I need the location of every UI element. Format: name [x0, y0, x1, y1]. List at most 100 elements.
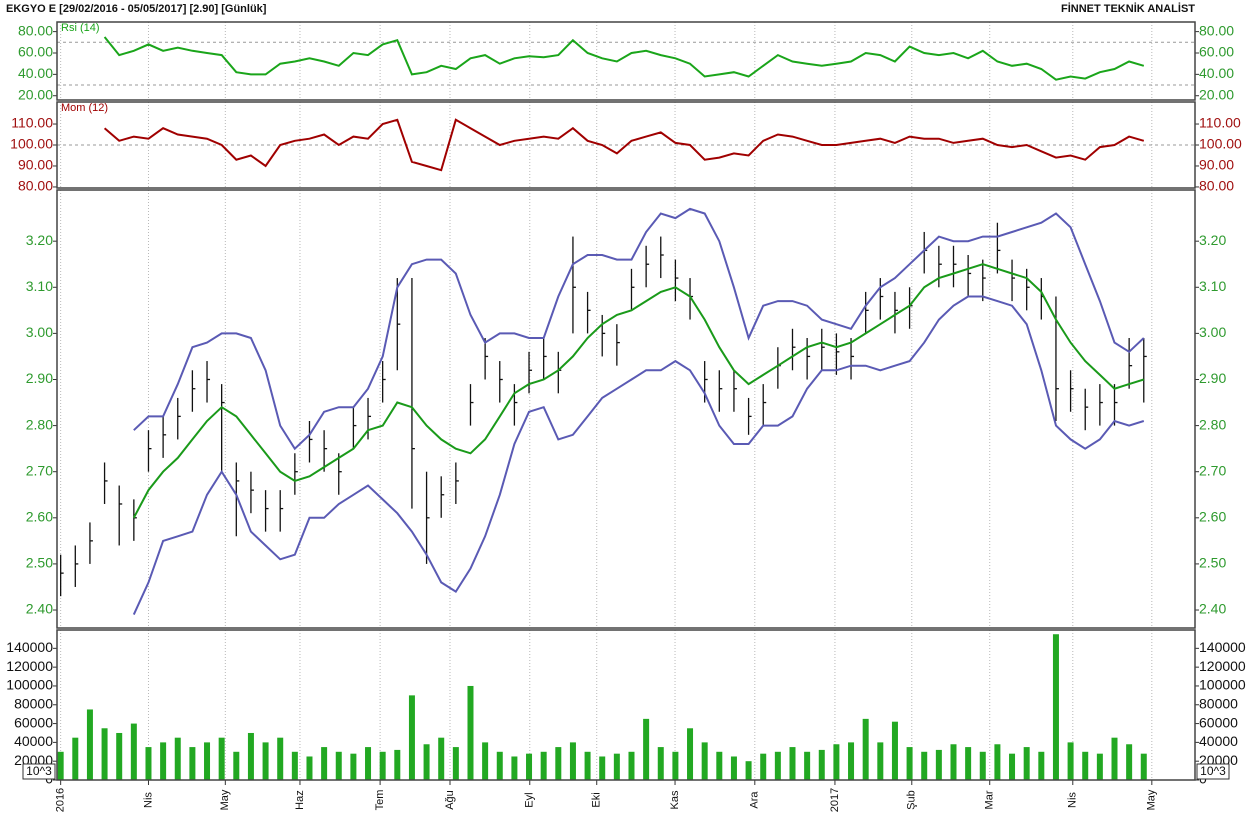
volume-bar — [101, 728, 108, 780]
y-tick-label: 2.90 — [1199, 370, 1226, 386]
y-tick-label: 2.90 — [26, 370, 53, 386]
panel-frame — [56, 101, 1196, 189]
y-tick-label: 60000 — [14, 714, 53, 730]
y-tick-label: 80000 — [14, 695, 53, 711]
volume-bar — [643, 718, 650, 780]
y-tick-label: 60.00 — [1199, 44, 1234, 60]
volume-bar — [1052, 634, 1059, 780]
x-tick-label: 2016 — [55, 788, 67, 812]
volume-bar — [218, 737, 225, 780]
x-tick-label: Eki — [591, 792, 603, 807]
unit-label: 10^3 — [1200, 764, 1226, 778]
volume-bar — [1111, 737, 1118, 780]
volume-bar — [906, 747, 913, 780]
volume-bar — [1096, 753, 1103, 780]
y-tick-label: 2.70 — [26, 462, 53, 478]
y-tick-label: 110.00 — [1199, 115, 1241, 131]
indicator-line — [103, 118, 1145, 172]
x-tick-label: Kas — [669, 790, 681, 809]
volume-bar — [262, 742, 269, 780]
volume-bar — [247, 732, 254, 780]
volume-bar — [584, 751, 591, 780]
y-tick-label: 3.00 — [26, 324, 53, 340]
chart-title: EKGYO E [29/02/2016 - 05/05/2017] [2.90]… — [6, 3, 267, 15]
x-tick-label: Ağu — [444, 790, 456, 810]
volume-bar — [848, 742, 855, 780]
y-tick-label: 110.00 — [11, 115, 53, 131]
x-tick-label: Nis — [142, 792, 154, 808]
volume-bar — [789, 747, 796, 780]
x-tick-label: Eyl — [524, 792, 536, 807]
x-tick-label: Haz — [294, 790, 306, 810]
y-tick-label: 3.00 — [1199, 324, 1226, 340]
volume-bar — [57, 751, 64, 780]
x-tick-label: Mar — [984, 790, 996, 809]
volume-bar — [687, 728, 694, 780]
unit-label: 10^3 — [26, 764, 52, 778]
volume-bar — [233, 751, 240, 780]
y-tick-label: 90.00 — [1199, 157, 1234, 173]
y-tick-label: 3.20 — [26, 232, 53, 248]
panel-frame — [56, 629, 1196, 781]
volume-bar — [935, 749, 942, 780]
y-tick-label: 2.60 — [26, 509, 53, 525]
y-tick-label: 120000 — [1199, 658, 1246, 674]
unit-box — [22, 763, 56, 780]
y-tick-label: 60.00 — [18, 44, 53, 60]
volume-bar — [438, 737, 445, 780]
volume-bar — [877, 742, 884, 780]
volume-bar — [555, 747, 562, 780]
y-tick-label: 100.00 — [10, 136, 53, 152]
y-tick-label: 20.00 — [1199, 86, 1234, 102]
volume-bar — [599, 756, 606, 780]
volume-bar — [1082, 751, 1089, 780]
volume-bar — [452, 747, 459, 780]
volume-bar — [189, 747, 196, 780]
y-tick-label: 80.00 — [18, 22, 53, 38]
y-tick-label: 100000 — [6, 677, 53, 693]
volume-bar — [1140, 753, 1147, 780]
volume-bar — [994, 744, 1001, 780]
panel-label: Rsi (14) — [61, 22, 100, 34]
y-tick-label: 100000 — [1199, 677, 1246, 693]
volume-bar — [891, 721, 898, 780]
unit-box — [1196, 763, 1230, 780]
y-tick-label: 140000 — [6, 639, 53, 655]
volume-bar — [833, 744, 840, 780]
y-tick-label: 2.60 — [1199, 509, 1226, 525]
volume-bar — [482, 742, 489, 780]
volume-bar — [335, 751, 342, 780]
volume-bar — [423, 744, 430, 780]
volume-bar — [613, 753, 620, 780]
volume-bar — [350, 753, 357, 780]
y-tick-label: 40000 — [1199, 733, 1238, 749]
volume-bar — [379, 751, 386, 780]
volume-bar — [365, 747, 372, 780]
volume-bar — [965, 747, 972, 780]
volume-bar — [116, 732, 123, 780]
indicator-line — [103, 36, 1145, 81]
x-tick-label: Nis — [1067, 792, 1079, 808]
volume-bar — [1038, 751, 1045, 780]
volume-bar — [204, 742, 211, 780]
volume-bar — [1023, 747, 1030, 780]
y-tick-label: 80000 — [1199, 695, 1238, 711]
volume-bar — [730, 756, 737, 780]
volume-bar — [716, 751, 723, 780]
volume-bar — [950, 744, 957, 780]
x-tick-label: Tem — [374, 790, 386, 811]
x-tick-label: May — [219, 789, 231, 810]
volume-bar — [511, 756, 518, 780]
band-line — [133, 207, 1145, 451]
band-line — [132, 295, 1145, 616]
volume-bar — [467, 685, 474, 780]
y-tick-label: 2.70 — [1199, 462, 1226, 478]
volume-bar — [745, 761, 752, 780]
volume-bar — [774, 751, 781, 780]
volume-bar — [657, 747, 664, 780]
volume-bar — [804, 751, 811, 780]
y-tick-label: 3.10 — [26, 278, 53, 294]
panel-frame — [56, 21, 1196, 101]
